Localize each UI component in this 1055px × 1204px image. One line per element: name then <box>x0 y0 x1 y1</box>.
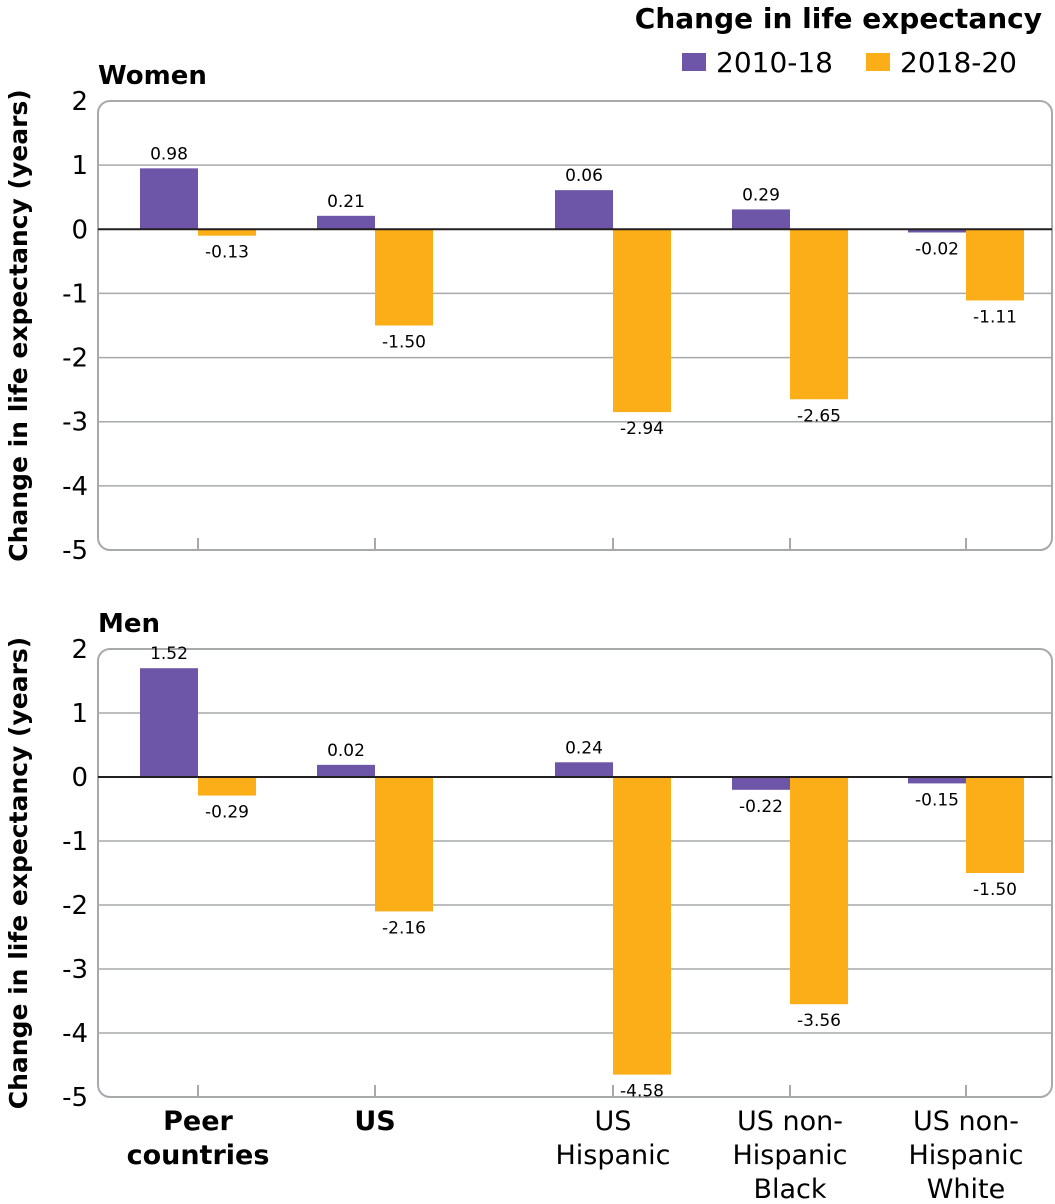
category-label: US <box>354 1106 395 1137</box>
y-tick-label: -2 <box>62 344 88 374</box>
bar <box>908 229 966 233</box>
y-tick-label: -1 <box>62 279 88 309</box>
bar <box>198 777 256 796</box>
y-tick-label: 2 <box>71 87 88 117</box>
data-label: -0.13 <box>205 243 249 263</box>
data-label: -2.65 <box>797 406 841 426</box>
data-label: -1.50 <box>382 333 426 353</box>
bar <box>908 777 966 784</box>
bar <box>790 777 848 1005</box>
category-label: countries <box>127 1140 270 1171</box>
data-label: 0.21 <box>327 192 365 212</box>
y-tick-label: -3 <box>62 955 88 985</box>
data-label: -0.29 <box>205 803 249 823</box>
bar <box>966 777 1024 873</box>
y-tick-label: -4 <box>62 1019 88 1049</box>
category-label: Peer <box>163 1106 233 1137</box>
category-label: Black <box>753 1174 826 1204</box>
data-label: -0.15 <box>915 790 959 810</box>
category-label: US <box>595 1106 632 1137</box>
data-label: 0.98 <box>150 144 188 164</box>
data-label: -2.16 <box>382 918 426 938</box>
data-label: 0.02 <box>327 741 365 761</box>
bar <box>555 762 613 777</box>
bar <box>555 190 613 230</box>
data-label: 0.29 <box>742 185 780 205</box>
panel-frame <box>97 100 1053 551</box>
category-label: US non- <box>737 1106 843 1137</box>
category-label: Hispanic <box>908 1140 1023 1171</box>
data-label: -4.58 <box>620 1082 664 1102</box>
data-label: 0.06 <box>565 166 603 186</box>
legend-swatch-2018-20 <box>866 53 890 71</box>
y-axis-label: Change in life expectancy (years) <box>4 637 33 1110</box>
y-tick-label: -5 <box>62 536 88 566</box>
data-label: 0.24 <box>565 738 603 758</box>
bar <box>613 229 671 413</box>
data-label: 1.52 <box>150 644 188 664</box>
data-label: -3.56 <box>797 1011 841 1031</box>
y-tick-label: 0 <box>71 763 88 793</box>
bar <box>317 764 375 777</box>
data-label: -0.22 <box>739 797 783 817</box>
y-tick-label: 1 <box>71 151 88 181</box>
y-tick-label: 1 <box>71 699 88 729</box>
y-tick-label: -2 <box>62 891 88 921</box>
y-tick-label: -5 <box>62 1083 88 1113</box>
bar <box>790 229 848 400</box>
legend-swatch-2010-18 <box>682 53 706 71</box>
data-label: -2.94 <box>620 419 664 439</box>
y-tick-label: -1 <box>62 827 88 857</box>
bar <box>375 777 433 912</box>
bar <box>198 229 256 236</box>
legend-title: Change in life expectancy <box>635 2 1042 35</box>
legend-label-2018-20: 2018-20 <box>900 46 1017 79</box>
bar <box>140 668 198 777</box>
bar <box>732 209 790 230</box>
bar <box>140 168 198 230</box>
y-tick-label: 2 <box>71 635 88 665</box>
bar <box>732 777 790 790</box>
legend-label-2010-18: 2010-18 <box>716 46 833 79</box>
y-tick-label: -3 <box>62 408 88 438</box>
panel-title-men: Men <box>98 609 160 639</box>
y-tick-label: -4 <box>62 472 88 502</box>
bar <box>966 229 1024 301</box>
data-label: -1.11 <box>973 307 1017 327</box>
bar <box>613 777 671 1075</box>
panel-title-women: Women <box>98 61 207 91</box>
data-label: -0.02 <box>915 239 959 259</box>
category-label: White <box>927 1174 1006 1204</box>
y-axis-label: Change in life expectancy (years) <box>4 89 33 562</box>
category-label: Hispanic <box>555 1140 670 1171</box>
category-label: Hispanic <box>732 1140 847 1171</box>
data-label: -1.50 <box>973 880 1017 900</box>
bar <box>317 215 375 230</box>
bar <box>375 229 433 326</box>
category-label: US non- <box>913 1106 1019 1137</box>
panel-frame <box>97 648 1053 1098</box>
y-tick-label: 0 <box>71 215 88 245</box>
